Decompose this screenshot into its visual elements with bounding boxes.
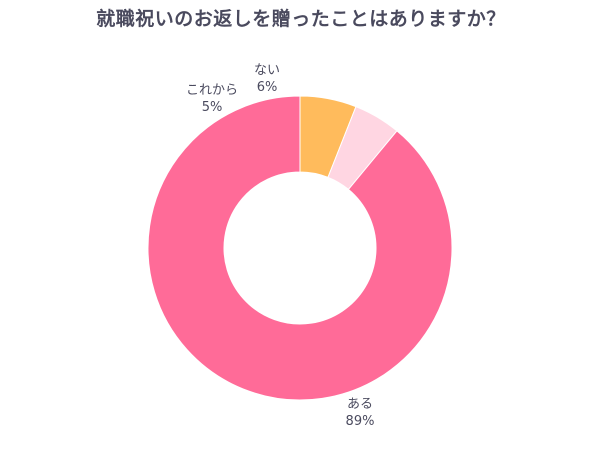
chart-title: 就職祝いのお返しを贈ったことはありますか？	[96, 8, 506, 30]
slice-ある	[147, 95, 453, 401]
slice-value-label: 89%	[346, 414, 375, 429]
slice-value-label: 6%	[257, 80, 278, 95]
slice-label: ない	[254, 63, 280, 78]
slice-label: これから	[186, 83, 238, 98]
slice-value-label: 5%	[202, 100, 223, 115]
slice-label: ある	[347, 397, 373, 412]
